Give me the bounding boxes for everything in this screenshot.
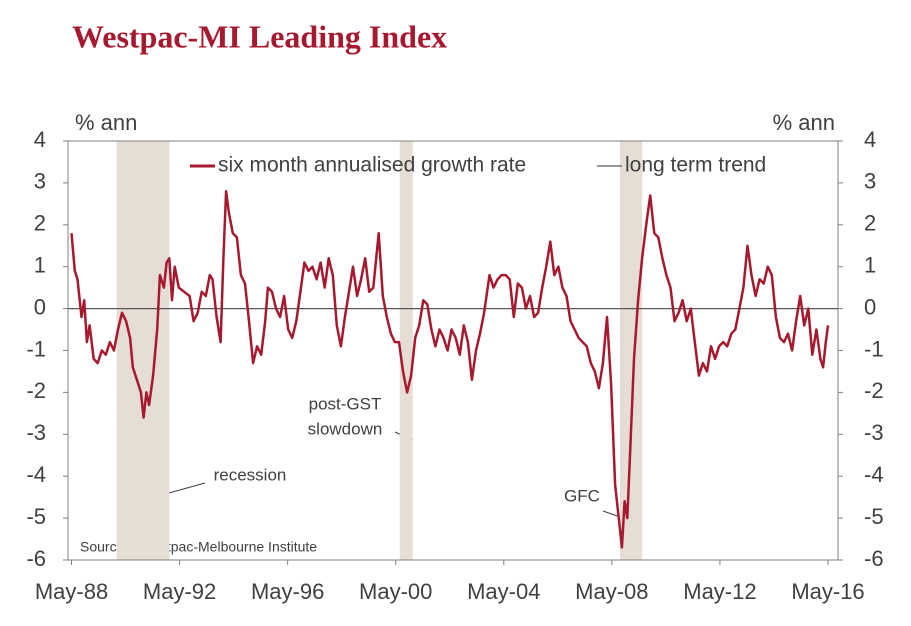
shaded-period [116, 141, 170, 560]
source-note: Sources: Westpac-Melbourne Institute [80, 539, 317, 555]
y2-tick-label: 0 [864, 294, 876, 319]
legend-label: six month annualised growth rate [218, 154, 526, 177]
y2-tick-label: -4 [864, 462, 884, 487]
y2-tick-label: -1 [864, 336, 884, 361]
x-tick-label: May-04 [467, 579, 540, 604]
y2-axis-label: % ann [773, 110, 835, 135]
x-tick-label: May-08 [575, 579, 648, 604]
x-tick-label: May-92 [143, 579, 216, 604]
chart-title: Westpac-MI Leading Index [72, 18, 447, 54]
y-tick-label: 2 [34, 211, 46, 236]
plot-area [67, 140, 839, 561]
shaded-period [619, 141, 643, 560]
annotation: recession [214, 465, 287, 484]
y2-tick-label: 1 [864, 253, 876, 278]
y-tick-label: -3 [26, 420, 46, 445]
x-tick-label: May-00 [359, 579, 432, 604]
y2-tick-label: -2 [864, 378, 884, 403]
x-tick-label: May-96 [251, 579, 324, 604]
y2-tick-label: 2 [864, 211, 876, 236]
y-tick-label: -1 [26, 336, 46, 361]
y2-tick-label: 4 [864, 127, 876, 152]
y-tick-label: 4 [34, 127, 46, 152]
shaded-period [399, 141, 413, 560]
annotation: GFC [564, 486, 600, 505]
y2-tick-label: 3 [864, 169, 876, 194]
y-tick-label: -6 [26, 546, 46, 571]
plot-frame [67, 140, 839, 561]
y-tick-label: -2 [26, 378, 46, 403]
y2-tick-label: -3 [864, 420, 884, 445]
y-tick-label: -4 [26, 462, 46, 487]
annotation: post-GST [309, 394, 382, 413]
legend-label: long term trend [625, 154, 766, 177]
x-tick-label: May-88 [35, 579, 108, 604]
y-axis-label: % ann [75, 110, 137, 135]
y-tick-label: -5 [26, 504, 46, 529]
data-line [70, 190, 830, 549]
y-tick-label: 0 [34, 294, 46, 319]
x-tick-label: May-16 [791, 579, 864, 604]
y2-tick-label: -5 [864, 504, 884, 529]
y-tick-label: 1 [34, 253, 46, 278]
x-tick-label: May-12 [683, 579, 756, 604]
y2-tick-label: -6 [864, 546, 884, 571]
y-tick-label: 3 [34, 169, 46, 194]
annotation: slowdown [308, 419, 383, 438]
